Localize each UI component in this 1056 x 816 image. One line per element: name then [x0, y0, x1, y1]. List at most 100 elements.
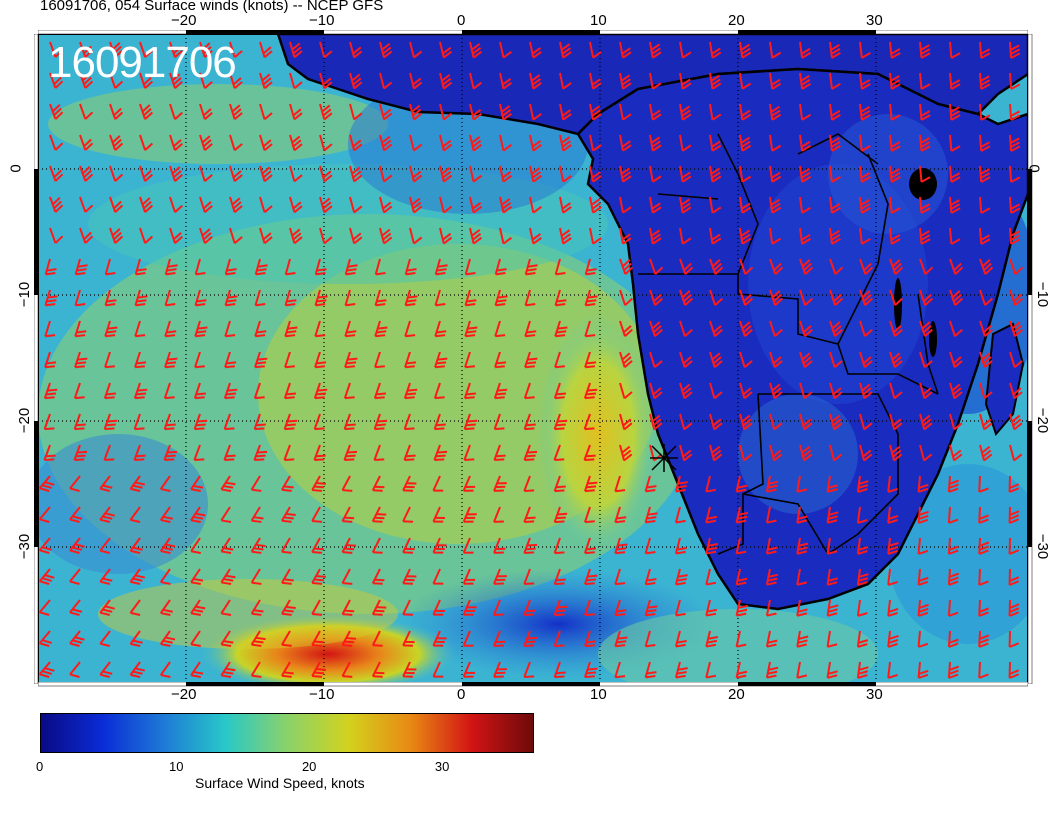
- wind-barb-icon: [439, 227, 453, 245]
- wind-barb-icon: [765, 599, 777, 617]
- wind-barb-icon: [432, 537, 447, 554]
- wind-barb-icon: [559, 196, 572, 214]
- wind-barb-icon: [619, 289, 634, 306]
- wind-barb-icon: [889, 413, 903, 431]
- wind-barb-icon: [74, 320, 87, 338]
- wind-barb-icon: [674, 537, 687, 555]
- wind-barb-icon: [829, 382, 843, 400]
- wind-barb-icon: [709, 72, 722, 90]
- wind-barb-icon: [769, 196, 782, 214]
- wind-barb-icon: [553, 568, 566, 586]
- wind-barb-icon: [947, 568, 960, 586]
- wind-barb-icon: [129, 599, 141, 616]
- wind-barb-icon: [705, 599, 718, 617]
- wind-barb-icon: [799, 41, 812, 59]
- lon-top-tick-label: 20: [728, 12, 745, 29]
- wind-barb-icon: [499, 41, 512, 59]
- wind-barb-icon: [344, 320, 357, 338]
- wind-barb-icon: [319, 134, 333, 152]
- wind-barb-icon: [859, 289, 874, 306]
- wind-barb-icon: [649, 227, 662, 245]
- wind-barb-icon: [109, 103, 124, 120]
- wind-barb-icon: [553, 444, 565, 461]
- wind-barb-icon: [553, 506, 568, 524]
- wind-barb-icon: [739, 444, 753, 462]
- wind-barb-icon: [314, 351, 327, 369]
- wind-barb-icon: [403, 413, 415, 431]
- wind-barb-icon: [979, 72, 991, 90]
- wind-barb-icon: [919, 72, 931, 90]
- wind-barb-icon: [349, 227, 363, 245]
- colorbar-tick-label: 0: [36, 759, 44, 774]
- wind-barb-icon: [559, 72, 572, 90]
- wind-barb-icon: [253, 444, 268, 461]
- wind-barb-icon: [978, 506, 989, 524]
- wind-barb-icon: [409, 103, 423, 121]
- lon-bottom-tick-label: 30: [866, 686, 883, 703]
- wind-barb-icon: [494, 320, 506, 338]
- wind-barb-icon: [281, 475, 294, 492]
- wind-barb-icon: [523, 444, 538, 461]
- wind-barb-icon: [104, 320, 118, 338]
- wind-barb-icon: [159, 475, 171, 492]
- wind-barb-icon: [919, 289, 934, 306]
- wind-barb-icon: [947, 599, 959, 617]
- wind-barb-icon: [709, 289, 724, 306]
- wind-barb-icon: [679, 258, 694, 275]
- wind-barb-icon: [856, 568, 869, 586]
- wind-barb-icon: [705, 537, 718, 555]
- wind-barb-icon: [404, 258, 417, 276]
- wind-barb-icon: [463, 444, 475, 461]
- wind-barb-icon: [463, 382, 477, 400]
- lat-right-tick-label: −10: [1034, 281, 1052, 308]
- wind-barb-icon: [529, 134, 542, 152]
- wind-barb-icon: [644, 475, 657, 493]
- wind-barb-icon: [829, 351, 843, 369]
- wind-barb-icon: [709, 413, 723, 431]
- wind-barb-icon: [169, 72, 183, 89]
- wind-barb-icon: [553, 413, 568, 431]
- wind-barb-icon: [679, 413, 693, 431]
- wind-barb-icon: [163, 382, 175, 400]
- wind-barb-icon: [319, 196, 333, 214]
- wind-barb-icon: [229, 41, 243, 59]
- bottom-scale-bar: [38, 682, 1028, 687]
- wind-barb-icon: [379, 165, 393, 183]
- wind-barb-icon: [432, 568, 444, 585]
- wind-barb-icon: [709, 103, 722, 121]
- wind-barb-icon: [554, 351, 565, 369]
- wind-barb-icon: [889, 258, 904, 275]
- wind-barb-icon: [644, 630, 656, 648]
- wind-barb-icon: [403, 382, 418, 400]
- wind-barb-icon: [799, 196, 812, 214]
- wind-barb-icon: [739, 351, 753, 369]
- wind-barb-icon: [644, 661, 657, 679]
- wind-barb-icon: [311, 568, 326, 585]
- wind-barb-icon: [829, 72, 841, 90]
- wind-barb-icon: [1008, 537, 1020, 555]
- wind-barb-icon: [889, 444, 903, 462]
- wind-barb-icon: [190, 630, 201, 647]
- wind-barb-icon: [584, 599, 595, 617]
- wind-barb-icon: [493, 599, 504, 616]
- wind-barb-icon: [281, 506, 296, 523]
- lat-right-tick-label: 0: [1025, 164, 1043, 173]
- wind-barb-icon: [796, 537, 809, 555]
- wind-barb-icon: [190, 475, 204, 492]
- wind-barb-icon: [49, 134, 64, 151]
- wind-barb-icon: [493, 568, 507, 585]
- wind-barb-icon: [1008, 630, 1020, 648]
- wind-barb-icon: [462, 630, 474, 647]
- wind-barb-icon: [402, 475, 417, 492]
- wind-barb-icon: [979, 227, 991, 245]
- wind-barb-icon: [493, 475, 507, 492]
- wind-barb-icon: [1009, 444, 1023, 462]
- wind-barb-icon: [1009, 72, 1021, 90]
- wind-barb-icon: [79, 103, 94, 120]
- lat-left-tick-label: 0: [7, 164, 25, 173]
- wind-barb-icon: [649, 320, 663, 337]
- wind-barb-icon: [343, 444, 358, 461]
- wind-barb-icon: [103, 413, 118, 431]
- wind-barb-icon: [524, 351, 538, 369]
- wind-barb-icon: [735, 661, 748, 679]
